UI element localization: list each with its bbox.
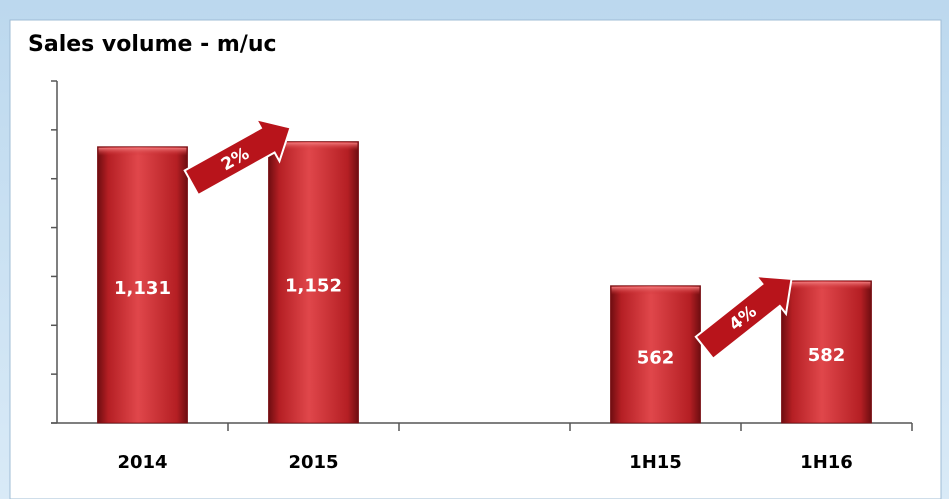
- growth-arrow: 2%: [183, 117, 292, 197]
- x-tick-label: 1H16: [800, 452, 853, 473]
- bar: [610, 285, 701, 424]
- value-label: 562: [637, 347, 675, 368]
- arrow-shape: [694, 274, 793, 361]
- arrow-shape: [183, 117, 292, 197]
- bar: [97, 146, 188, 424]
- bar-bevel: [98, 147, 187, 156]
- bar-bevel: [611, 286, 700, 295]
- x-tick-label: 2014: [117, 452, 167, 473]
- bar: [268, 141, 359, 424]
- bar: [781, 280, 872, 424]
- bar-bevel: [269, 142, 358, 151]
- x-tick-label: 2015: [288, 452, 338, 473]
- value-label: 582: [808, 345, 846, 366]
- value-label: 1,131: [114, 278, 171, 299]
- value-label: 1,152: [285, 275, 342, 296]
- x-tick-label: 1H15: [629, 452, 682, 473]
- bar-bevel: [782, 281, 871, 290]
- chart-title: Sales volume - m/uc: [28, 32, 277, 57]
